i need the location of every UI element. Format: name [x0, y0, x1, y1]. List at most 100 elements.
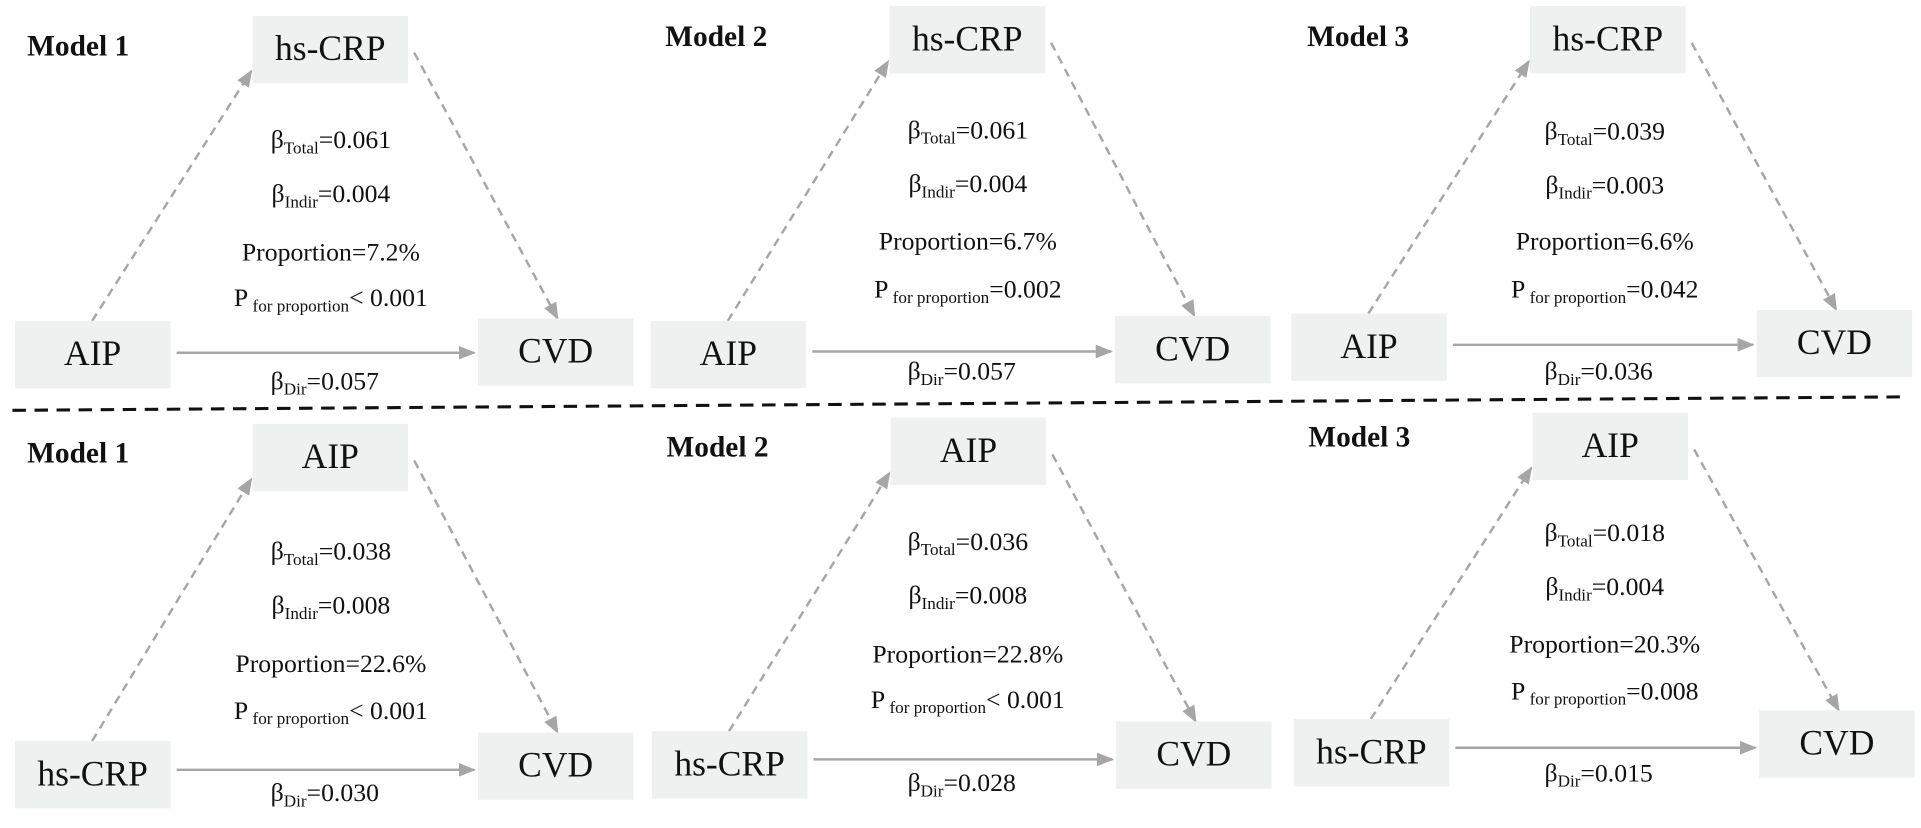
node-box [1114, 316, 1271, 384]
subscript: Total [921, 540, 956, 559]
stat: Proportion=6.6% [1516, 227, 1694, 256]
node-label: hs-CRP [674, 744, 785, 784]
subscript: Dir [921, 781, 944, 800]
node-box [650, 320, 807, 389]
arrow [1051, 453, 1197, 723]
stat: βIndir=0.008 [272, 590, 391, 622]
value: =0.002 [989, 274, 1061, 303]
symbol: β [908, 115, 921, 144]
node-label: CVD [518, 745, 593, 785]
arrow [413, 459, 559, 734]
node-label: hs-CRP [37, 753, 148, 793]
value: =0.030 [307, 778, 379, 807]
subscript: Indir [285, 604, 319, 623]
stat: βTotal=0.039 [1545, 116, 1665, 148]
stat: βTotal=0.036 [908, 527, 1029, 559]
node-box [651, 731, 808, 799]
node-label: hs-CRP [1316, 731, 1427, 771]
subscript: for proportion [888, 288, 989, 307]
symbol: P [1511, 274, 1525, 303]
node-label: CVD [1797, 322, 1872, 362]
value: =0.057 [307, 366, 380, 395]
symbol: β [908, 581, 921, 610]
value: =0.008 [318, 590, 390, 619]
value: =0.028 [943, 768, 1015, 797]
subscript: Total [1558, 532, 1593, 551]
symbol: P [234, 696, 248, 725]
node-label: hs-CRP [275, 28, 386, 68]
subscript: Dir [921, 370, 944, 389]
value: =0.061 [319, 125, 391, 154]
value: =0.061 [956, 115, 1028, 144]
subscript: for proportion [248, 296, 349, 315]
node-box [1116, 721, 1272, 789]
arrow [1050, 42, 1196, 318]
subscript: Dir [1558, 370, 1581, 389]
node-label: CVD [518, 331, 593, 371]
stat: βDir=0.030 [271, 778, 379, 810]
node-label: AIP [64, 333, 121, 373]
subscript: Total [284, 138, 319, 157]
subscript: for proportion [1525, 690, 1626, 709]
stat: Proportion=20.3% [1509, 630, 1700, 659]
subscript: Dir [284, 380, 307, 399]
node-box [252, 423, 409, 492]
stat: P for proportion< 0.001 [871, 685, 1065, 717]
value: =0.004 [955, 169, 1028, 198]
symbol: β [908, 356, 921, 385]
value: =0.036 [956, 527, 1029, 556]
stat: Proportion=7.2% [242, 238, 420, 267]
node-box [477, 732, 634, 800]
arrow [1693, 448, 1840, 712]
symbol: β [1545, 170, 1558, 199]
symbol: P [874, 274, 888, 303]
stat: P for proportion=0.008 [1511, 676, 1699, 708]
stat: Proportion=22.6% [235, 649, 426, 678]
value: =0.003 [1592, 170, 1664, 199]
node-label: AIP [700, 333, 757, 373]
stat: βDir=0.057 [908, 356, 1016, 388]
node-box [1532, 412, 1689, 481]
subscript: Total [1558, 130, 1593, 149]
value: < 0.001 [349, 283, 428, 312]
separator [12, 395, 1905, 412]
symbol: β [1545, 518, 1558, 547]
arrow [1367, 59, 1530, 315]
node-box [1291, 313, 1447, 381]
symbol: β [1545, 572, 1558, 601]
arrow [1369, 466, 1533, 720]
subscript: for proportion [248, 709, 349, 728]
stat: βDir=0.036 [1544, 356, 1652, 388]
stat: βIndir=0.004 [1545, 572, 1664, 604]
node-box [1293, 718, 1450, 787]
symbol: P [871, 685, 885, 714]
model-label: Model 1 [27, 31, 129, 63]
value: =0.004 [318, 179, 391, 208]
stat: βIndir=0.008 [908, 581, 1027, 613]
subscript: Total [284, 550, 319, 569]
model-label: Model 1 [27, 437, 129, 469]
symbol: β [272, 179, 285, 208]
stat: βTotal=0.061 [271, 125, 391, 157]
node-label: hs-CRP [912, 18, 1023, 58]
value: =0.015 [1580, 758, 1652, 787]
symbol: β [271, 366, 284, 395]
symbol: β [1544, 356, 1557, 385]
arrow [91, 69, 253, 322]
stat: Proportion=6.7% [879, 227, 1057, 256]
value: =0.008 [1626, 676, 1698, 705]
symbol: P [234, 283, 248, 312]
stat: P for proportion< 0.001 [234, 283, 428, 315]
node-label: CVD [1155, 328, 1230, 368]
stat: βTotal=0.038 [271, 537, 391, 569]
stat: P for proportion=0.042 [1511, 274, 1699, 306]
value: < 0.001 [349, 696, 428, 725]
arrow [726, 59, 890, 322]
node-label: AIP [940, 430, 997, 470]
node-label: CVD [1156, 734, 1231, 774]
